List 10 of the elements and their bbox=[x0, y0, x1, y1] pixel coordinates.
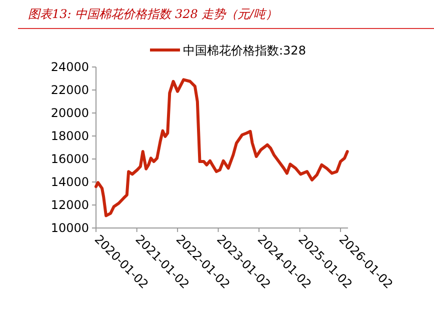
y-tick-label: 18000 bbox=[50, 129, 89, 143]
y-tick-label: 16000 bbox=[50, 152, 89, 166]
chart-title: 图表13: 中国棉花价格指数 328 走势（元/吨） bbox=[28, 7, 278, 21]
y-tick-label: 14000 bbox=[50, 175, 89, 189]
y-tick-label: 20000 bbox=[50, 106, 89, 120]
y-tick-label: 22000 bbox=[50, 83, 89, 97]
y-tick-label: 12000 bbox=[50, 198, 89, 212]
legend-label: 中国棉花价格指数:328 bbox=[183, 44, 306, 58]
y-tick-label: 24000 bbox=[50, 60, 89, 74]
y-tick-label: 10000 bbox=[50, 221, 89, 235]
